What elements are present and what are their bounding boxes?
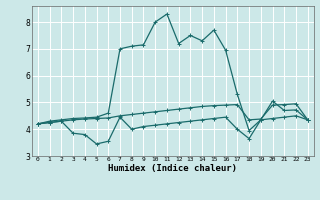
X-axis label: Humidex (Indice chaleur): Humidex (Indice chaleur) [108, 164, 237, 173]
